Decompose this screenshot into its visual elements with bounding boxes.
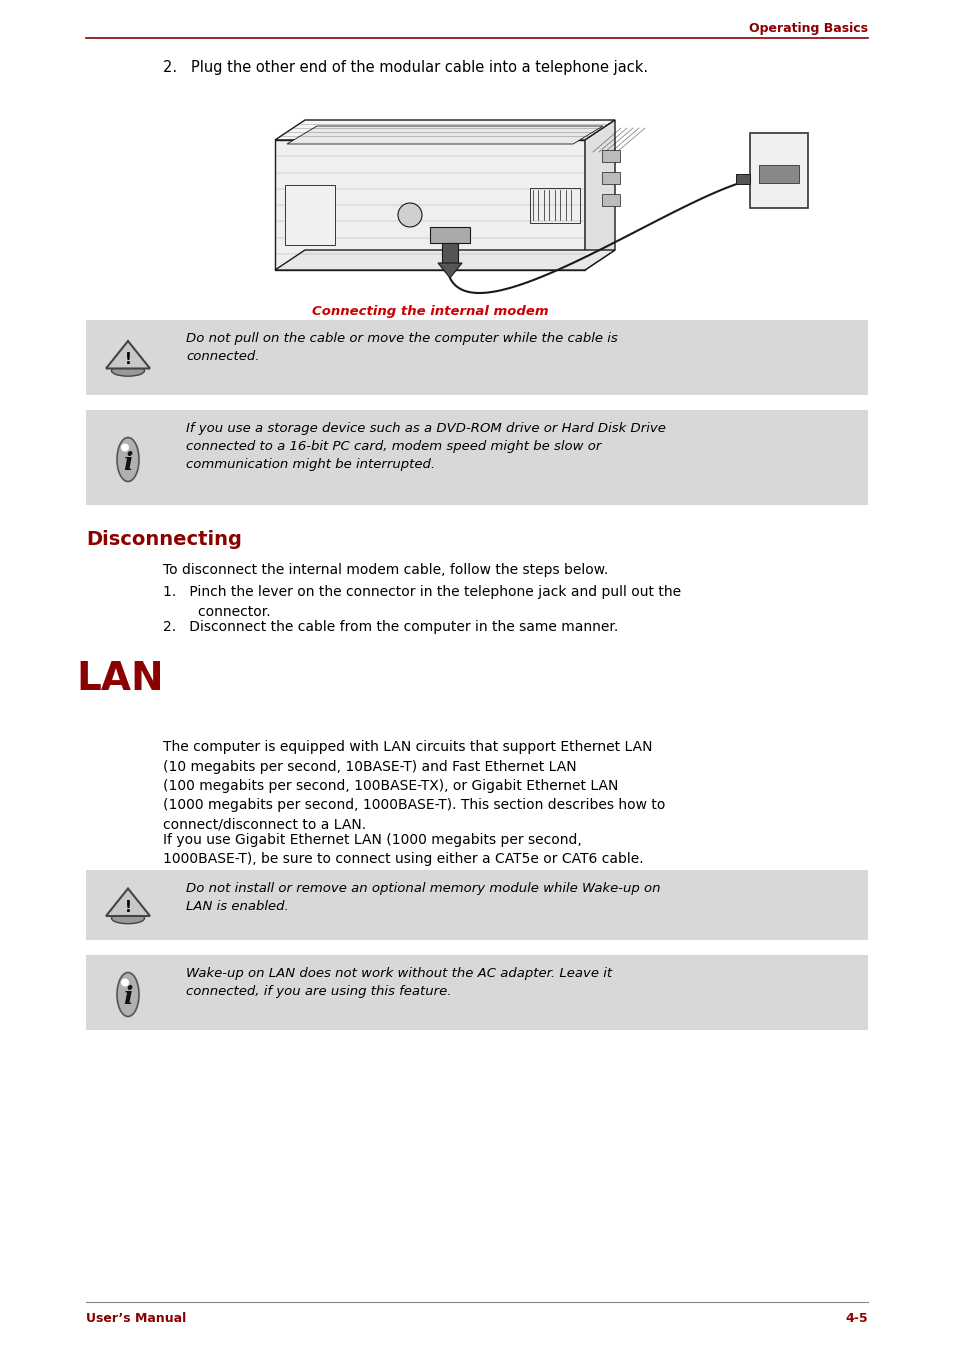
Text: Operating Basics: Operating Basics: [748, 22, 867, 35]
Circle shape: [397, 203, 421, 227]
Text: To disconnect the internal modem cable, follow the steps below.: To disconnect the internal modem cable, …: [163, 562, 608, 577]
Ellipse shape: [112, 365, 144, 376]
Bar: [601, 172, 619, 184]
Ellipse shape: [112, 913, 144, 923]
Text: i: i: [123, 450, 132, 475]
Ellipse shape: [121, 443, 129, 452]
Bar: [430, 227, 470, 243]
Polygon shape: [274, 141, 584, 270]
Bar: [441, 243, 457, 265]
Bar: [601, 193, 619, 206]
Text: If you use a storage device such as a DVD-ROM drive or Hard Disk Drive
connected: If you use a storage device such as a DV…: [186, 422, 665, 470]
Ellipse shape: [117, 972, 139, 1017]
Bar: [749, 132, 807, 208]
Text: User’s Manual: User’s Manual: [86, 1311, 186, 1325]
Text: 4-5: 4-5: [844, 1311, 867, 1325]
Text: Do not pull on the cable or move the computer while the cable is
connected.: Do not pull on the cable or move the com…: [186, 333, 618, 362]
Text: LAN: LAN: [76, 660, 164, 698]
Text: Do not install or remove an optional memory module while Wake-up on
LAN is enabl: Do not install or remove an optional mem…: [186, 882, 659, 913]
Polygon shape: [584, 120, 615, 270]
Text: Disconnecting: Disconnecting: [86, 530, 242, 549]
Text: 1.   Pinch the lever on the connector in the telephone jack and pull out the
   : 1. Pinch the lever on the connector in t…: [163, 585, 680, 618]
Text: !: !: [125, 899, 132, 915]
Text: i: i: [123, 986, 132, 1010]
Bar: [601, 150, 619, 162]
Polygon shape: [287, 126, 602, 145]
Text: The computer is equipped with LAN circuits that support Ethernet LAN
(10 megabit: The computer is equipped with LAN circui…: [163, 740, 664, 831]
Polygon shape: [106, 341, 150, 369]
Bar: [530, 188, 579, 223]
Text: 2.   Disconnect the cable from the computer in the same manner.: 2. Disconnect the cable from the compute…: [163, 621, 618, 634]
Polygon shape: [106, 888, 150, 917]
Text: Wake-up on LAN does not work without the AC adapter. Leave it
connected, if you : Wake-up on LAN does not work without the…: [186, 967, 612, 998]
Text: 2.   Plug the other end of the modular cable into a telephone jack.: 2. Plug the other end of the modular cab…: [163, 59, 647, 74]
Polygon shape: [274, 250, 615, 270]
Ellipse shape: [117, 438, 139, 481]
Polygon shape: [437, 264, 461, 279]
Bar: [735, 174, 749, 184]
Text: If you use Gigabit Ethernet LAN (1000 megabits per second,
1000BASE-T), be sure : If you use Gigabit Ethernet LAN (1000 me…: [163, 833, 643, 867]
Text: Connecting the internal modem: Connecting the internal modem: [312, 306, 548, 318]
Bar: [86, 869, 867, 940]
Bar: [86, 955, 867, 1030]
Bar: [285, 185, 335, 245]
Bar: [758, 165, 799, 183]
Polygon shape: [274, 120, 615, 141]
Text: !: !: [125, 353, 132, 368]
Bar: [86, 410, 867, 506]
Ellipse shape: [121, 979, 129, 987]
Bar: [86, 320, 867, 395]
